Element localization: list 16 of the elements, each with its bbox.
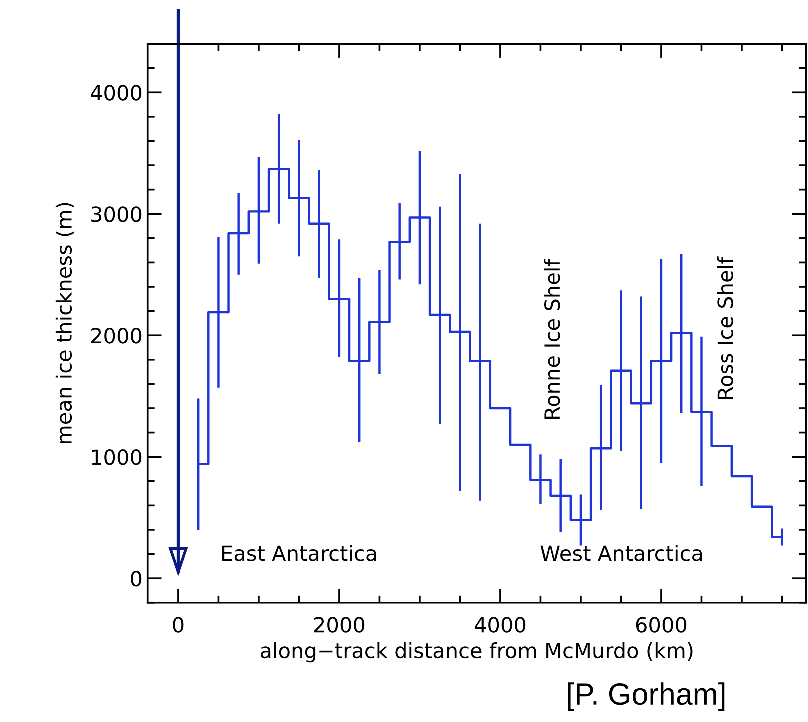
x-tick-label: 4000 — [474, 617, 526, 633]
y-tick-label: 0 — [131, 571, 142, 587]
annotation: West Antarctica — [540, 545, 702, 562]
y-tick-label: 3000 — [92, 206, 142, 222]
y-tick-label: 4000 — [91, 85, 142, 101]
annotation: Ronne Ice Shelf — [544, 259, 560, 419]
annotation: East Antarctica — [222, 545, 376, 562]
x-tick-label: 6000 — [636, 617, 687, 633]
y-tick-label: 1000 — [92, 450, 142, 466]
annotation: Ross Ice Shelf — [717, 256, 734, 400]
x-tick-label: 2000 — [314, 617, 365, 633]
y-tick-label: 2000 — [92, 328, 142, 344]
text: [P. Gorham] — [568, 682, 725, 712]
x-axis-title: along−track distance from McMurdo (km) — [260, 642, 693, 663]
x-tick-label: 0 — [173, 617, 184, 633]
y-axis-title: mean ice thickness (m) — [56, 203, 75, 444]
